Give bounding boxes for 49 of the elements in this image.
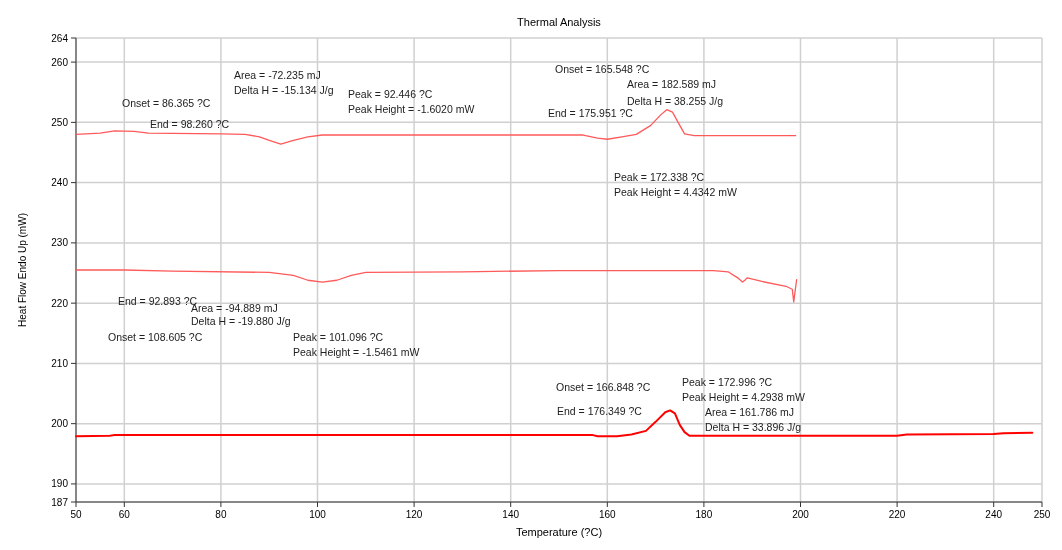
annotation: Delta H = 33.896 J/g	[705, 420, 802, 433]
y-axis-title: Heat Flow Endo Up (mW)	[17, 213, 28, 327]
annotation: Peak Height = -1.5461 mW	[293, 345, 420, 358]
annotation: Onset = 166.848 ?C	[556, 380, 651, 393]
x-tick-label: 160	[598, 509, 617, 520]
annotation: Delta H = -15.134 J/g	[234, 83, 334, 96]
y-tick-label: 260	[51, 56, 69, 68]
annotation: Area = -72.235 mJ	[234, 68, 321, 81]
chart-title: Thermal Analysis	[517, 16, 602, 28]
annotation: End = 175.951 ?C	[548, 106, 634, 119]
annotation: Onset = 165.548 ?C	[555, 62, 650, 75]
annotation: Onset = 86.365 ?C	[122, 96, 211, 109]
x-tick-label: 100	[309, 509, 327, 520]
x-axis-title: Temperature (?C)	[515, 526, 603, 538]
y-tick-label: 210	[51, 357, 69, 369]
y-tick-label: 230	[51, 237, 69, 249]
x-tick-label: 60	[118, 509, 131, 520]
line-series	[75, 409, 1034, 438]
annotation: Peak Height = -1.6020 mW	[348, 102, 475, 115]
y-tick-label: 220	[51, 297, 69, 309]
annotation: End = 176.349 ?C	[557, 404, 643, 417]
y-tick-label: 264	[51, 32, 69, 44]
annotation: End = 98.260 ?C	[150, 117, 230, 130]
y-tick-label: 190	[51, 478, 69, 490]
annotation: Peak = 172.996 ?C	[682, 375, 773, 388]
x-tick-label: 140	[502, 509, 520, 520]
x-tick-label: 120	[405, 509, 423, 520]
annotation: Onset = 108.605 ?C	[108, 330, 203, 343]
annotation: Delta H = -19.880 J/g	[191, 314, 291, 327]
annotation: Peak Height = 4.2938 mW	[682, 390, 805, 403]
annotation: Peak = 172.338 ?C	[614, 170, 705, 183]
annotation: Peak = 92.446 ?C	[348, 87, 433, 100]
y-tick-label: 250	[51, 116, 69, 128]
x-tick-label: 50	[70, 509, 82, 520]
x-tick-label: 200	[792, 509, 810, 520]
y-tick-label: 240	[51, 177, 69, 189]
annotation: Delta H = 38.255 J/g	[627, 94, 724, 107]
annotation: Peak = 101.096 ?C	[293, 330, 384, 343]
annotation: Peak Height = 4.4342 mW	[614, 185, 737, 198]
x-tick-label: 220	[888, 509, 906, 520]
annotation: Area = 182.589 mJ	[627, 77, 717, 90]
line-series	[75, 269, 798, 303]
x-tick-label: 240	[985, 509, 1003, 520]
y-tick-label: 187	[51, 496, 69, 508]
x-tick-label: 180	[695, 509, 713, 520]
annotation: Area = 161.786 mJ	[705, 405, 795, 418]
x-tick-label: 250	[1033, 509, 1051, 520]
y-tick-label: 200	[51, 418, 69, 430]
x-tick-label: 80	[215, 509, 227, 520]
